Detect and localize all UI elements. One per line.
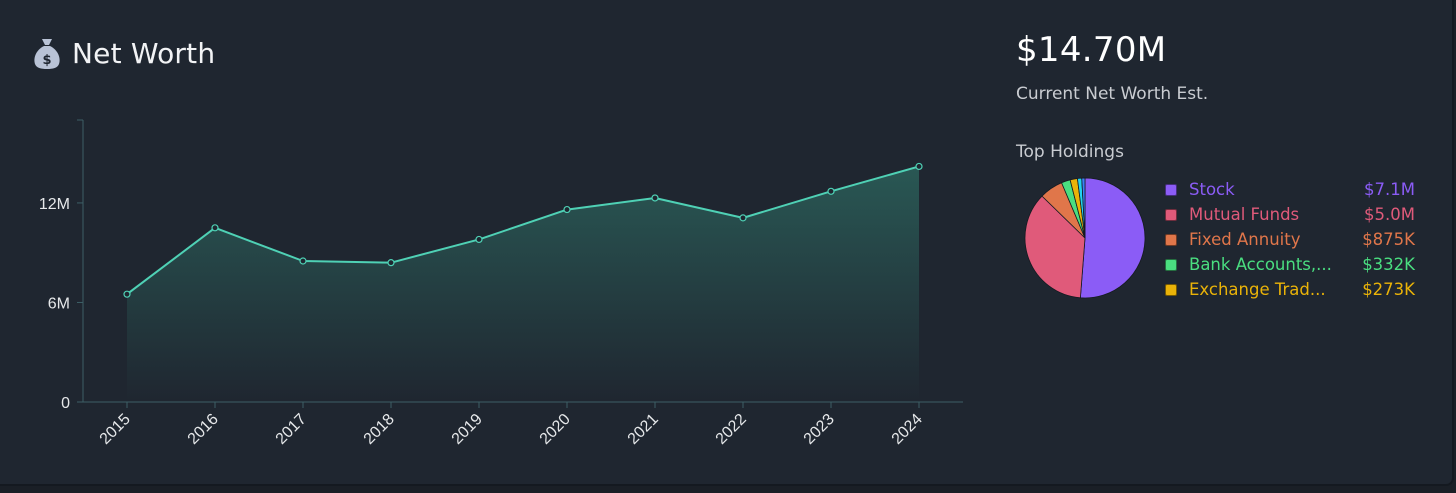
- data-point-2019[interactable]: [475, 235, 483, 244]
- legend-value: $273K: [1362, 280, 1415, 299]
- legend-swatch: [1165, 284, 1177, 296]
- data-point-2015[interactable]: [123, 290, 131, 298]
- card-title: Net Worth: [72, 36, 216, 70]
- data-point-2023[interactable]: [827, 187, 835, 195]
- net-worth-caption: Current Net Worth Est.: [1016, 84, 1209, 104]
- x-tick-label: 2023: [801, 411, 838, 448]
- legend-swatch: [1165, 259, 1177, 271]
- legend-swatch: [1165, 209, 1177, 221]
- x-tick-label: 2021: [625, 411, 662, 448]
- x-tick-label: 2020: [537, 411, 574, 448]
- legend-item[interactable]: Bank Accounts,... $332K: [1165, 254, 1415, 279]
- pie-slice-stock[interactable]: [1079, 177, 1146, 299]
- net-worth-value: $14.70M: [1016, 30, 1167, 70]
- holdings-legend: Stock $7.1M Mutual Funds $5.0M Fixed Annuity…: [1165, 179, 1415, 304]
- data-point-2020[interactable]: [563, 205, 571, 214]
- y-tick-label: 12M: [39, 196, 70, 213]
- legend-item[interactable]: Fixed Annuity $875K: [1165, 229, 1415, 254]
- legend-value: $5.0M: [1364, 205, 1415, 224]
- legend-swatch: [1165, 184, 1177, 196]
- summary-panel: $14.70M Current Net Worth Est. Top Holdi…: [1016, 30, 1436, 299]
- x-tick-label: 2017: [273, 411, 310, 448]
- legend-label: Fixed Annuity: [1189, 230, 1301, 249]
- legend-label: Mutual Funds: [1189, 205, 1300, 224]
- net-worth-line: [126, 165, 920, 295]
- x-tick-label: 2018: [361, 411, 398, 448]
- net-worth-chart: 0 6M 12M 2015 2016 2017 2018 2019 2020 2021 2022 20…: [39, 119, 963, 448]
- legend-label: Exchange Trad...: [1189, 280, 1326, 299]
- legend-item[interactable]: Exchange Trad... $273K: [1165, 279, 1415, 304]
- legend-value: $332K: [1362, 255, 1415, 274]
- pie-slice-other-2[interactable]: [1081, 177, 1086, 239]
- legend-swatch: [1165, 234, 1177, 246]
- legend-value: $7.1M: [1364, 180, 1415, 199]
- legend-label: Stock: [1189, 180, 1235, 199]
- data-point-2016[interactable]: [211, 224, 219, 232]
- money-bag-icon: $: [34, 39, 60, 69]
- net-worth-area: [127, 166, 919, 402]
- top-holdings-title: Top Holdings: [1016, 142, 1124, 162]
- pie-slice-mutual-funds[interactable]: [1024, 195, 1086, 299]
- data-point-2022[interactable]: [739, 214, 747, 222]
- x-tick-label: 2016: [185, 411, 222, 448]
- data-point-2018[interactable]: [387, 259, 395, 267]
- legend-item[interactable]: Stock $7.1M: [1165, 179, 1415, 204]
- x-tick-label: 2022: [713, 411, 750, 448]
- x-tick-label: 2015: [97, 411, 134, 448]
- svg-text:$: $: [42, 53, 51, 68]
- x-tick-label: 2019: [449, 411, 486, 448]
- data-point-2024[interactable]: [915, 162, 923, 171]
- legend-item[interactable]: Mutual Funds $5.0M: [1165, 204, 1415, 229]
- data-point-2021[interactable]: [651, 194, 659, 202]
- x-tick-label: 2024: [889, 411, 926, 448]
- y-tick-label: 6M: [48, 295, 70, 312]
- data-point-2017[interactable]: [299, 257, 307, 265]
- holdings-pie-chart: [1024, 177, 1146, 299]
- legend-label: Bank Accounts,...: [1189, 255, 1332, 274]
- legend-value: $875K: [1362, 230, 1415, 249]
- card-header: $ Net Worth: [32, 36, 215, 70]
- y-tick-label: 0: [61, 395, 70, 412]
